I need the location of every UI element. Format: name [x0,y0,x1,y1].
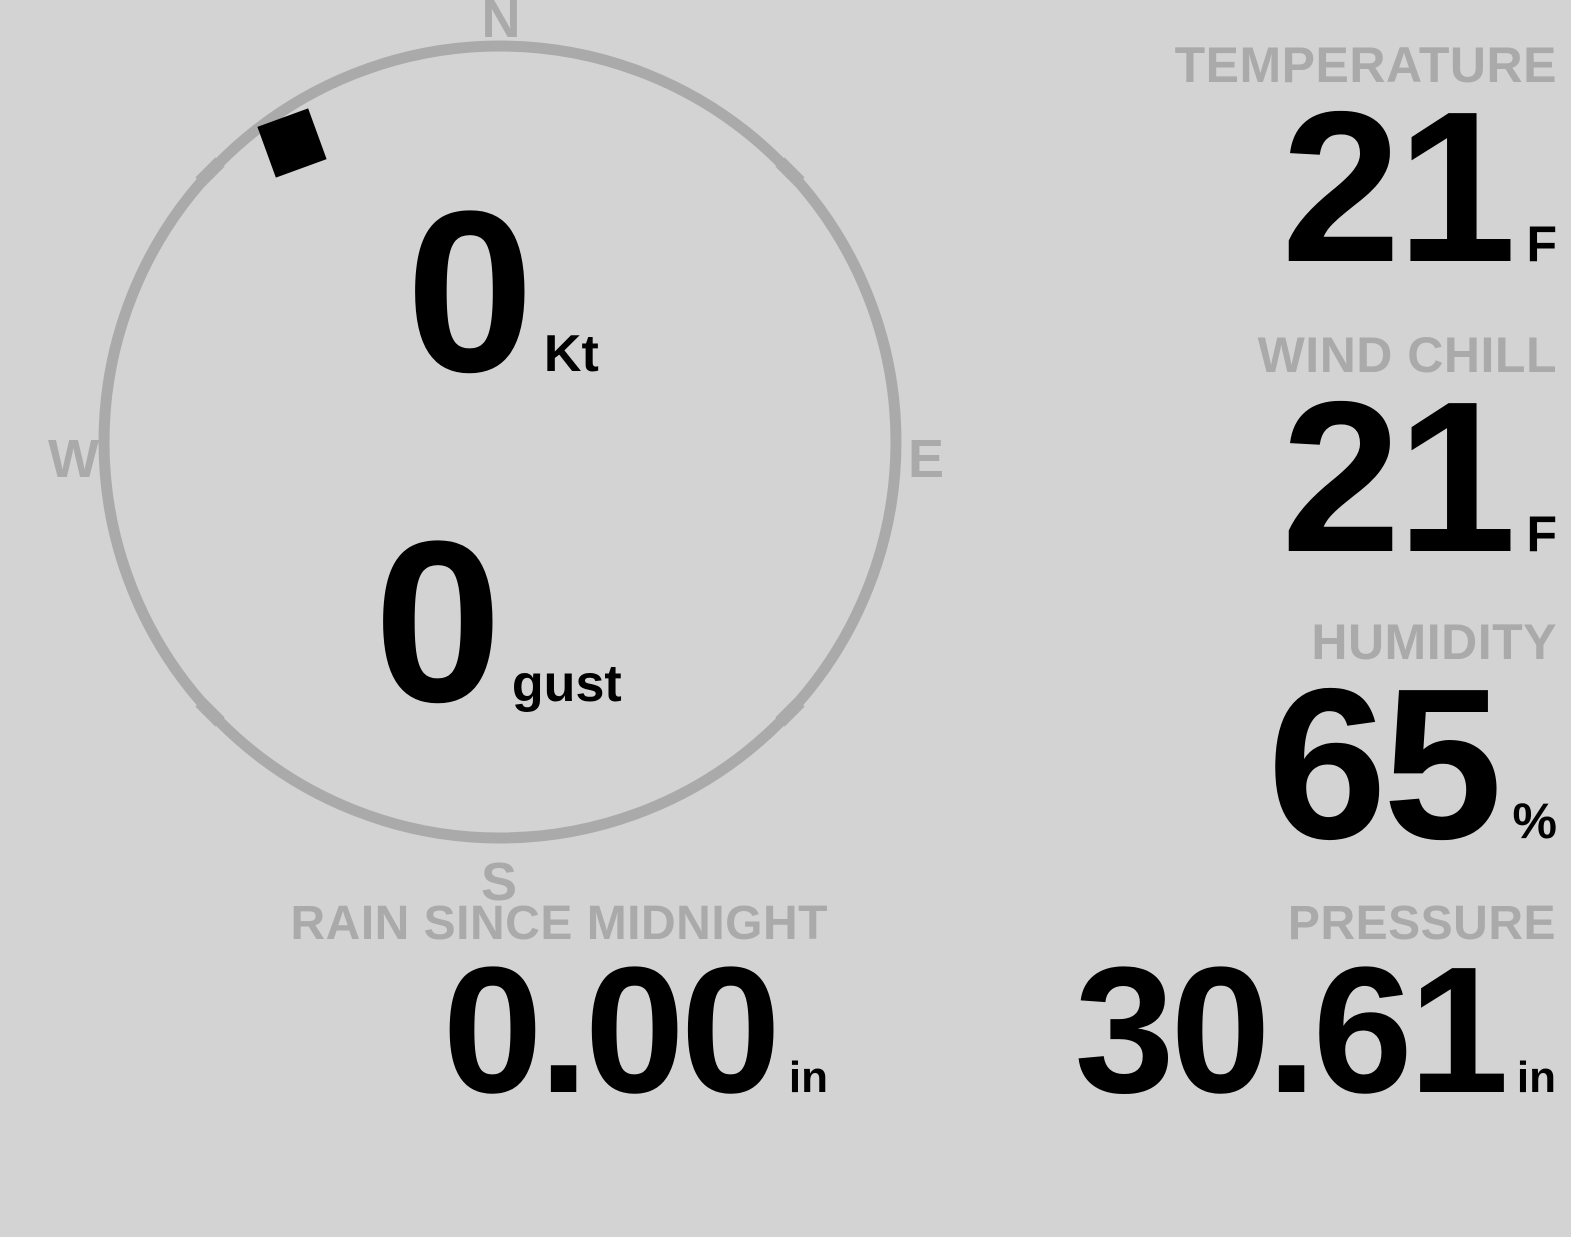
humidity-value: 65 [1267,643,1502,884]
wind-speed-value: 0 [406,163,534,420]
rain-label: RAIN SINCE MIDNIGHT [290,897,828,950]
compass-label-west: W [48,429,99,489]
wind-chill-label: WIND CHILL [1257,327,1557,383]
temperature-label: TEMPERATURE [1174,37,1557,93]
compass-label-east: E [907,429,945,489]
compass-tick-sw [195,697,225,727]
stat-temperature: TEMPERATURE 21 F [1174,37,1557,307]
wind-speed-readout: 0 Kt [406,163,599,420]
humidity-label: HUMIDITY [1311,614,1557,670]
stat-rain-since-midnight: RAIN SINCE MIDNIGHT 0.00 in [0,897,829,1131]
wind-gust-unit: gust [511,655,622,713]
rain-unit: in [788,1053,828,1102]
compass-tick-group [195,157,805,727]
compass-label-north: N [481,0,521,49]
rain-value: 0.00 [442,930,781,1131]
stat-pressure: PRESSURE 30.61 in [840,897,1556,1131]
temperature-value: 21 [1281,66,1516,307]
compass-tick-se [775,697,805,727]
pressure-value-row: 30.61 in [840,930,1556,1131]
compass-label-south: S [480,852,518,912]
wind-chill-value: 21 [1281,356,1516,597]
wind-chill-value-row: 21 F [1258,356,1557,597]
wind-speed-unit: Kt [543,325,599,383]
wind-gust-value: 0 [374,493,502,750]
compass-ring-circle [98,40,902,844]
compass-tick-nw [195,157,225,187]
stat-humidity: HUMIDITY 65 % [1267,614,1557,884]
wind-compass-dial: N E S W 0 Kt 0 gust [0,0,1000,920]
rain-value-row: 0.00 in [0,930,828,1131]
compass-ring-graphic [98,40,902,844]
temperature-value-row: 21 F [1175,66,1557,307]
pressure-label: PRESSURE [1287,897,1556,950]
stat-wind-chill: WIND CHILL 21 F [1257,327,1557,597]
wind-gust-readout: 0 gust [374,493,622,750]
pressure-value: 30.61 [1074,930,1508,1131]
wind-chill-unit: F [1526,506,1557,562]
temperature-unit: F [1526,216,1557,272]
compass-tick-ne [775,157,805,187]
humidity-value-row: 65 % [1267,643,1557,884]
humidity-unit: % [1512,793,1557,849]
pressure-unit: in [1516,1053,1556,1102]
wind-direction-marker [257,108,327,178]
